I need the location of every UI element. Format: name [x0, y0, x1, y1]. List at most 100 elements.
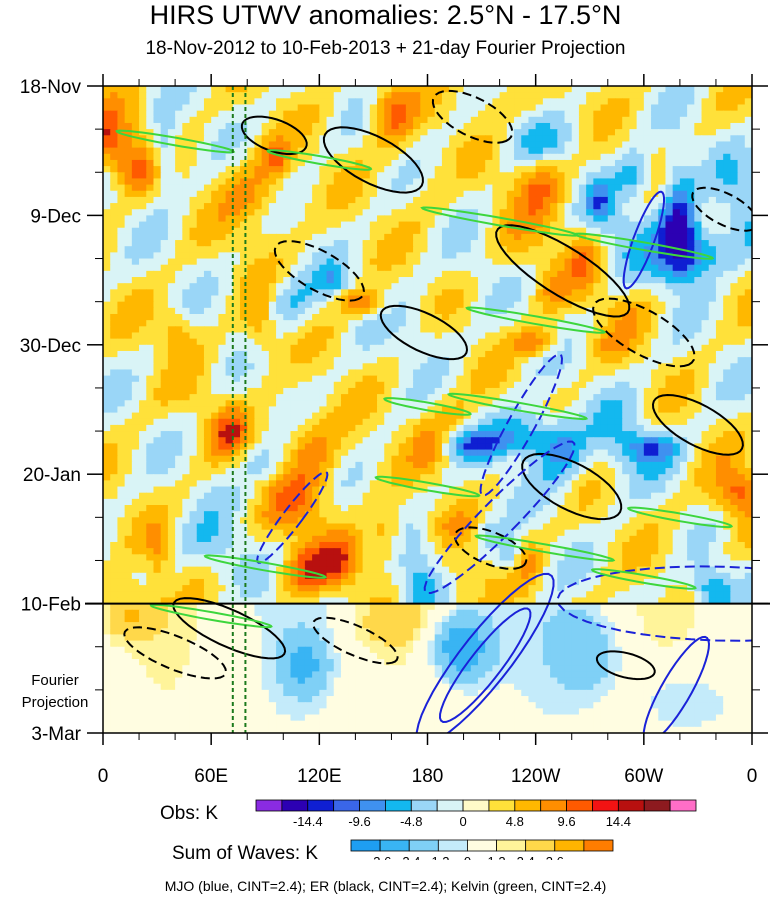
- field-cell: [413, 86, 421, 93]
- field-cell: [153, 283, 162, 290]
- field-cell: [160, 289, 169, 297]
- field-cell: [117, 258, 126, 266]
- field-cell: [182, 270, 191, 278]
- field-cell: [117, 307, 126, 315]
- field-cell: [391, 369, 400, 377]
- field-cell: [506, 190, 515, 198]
- field-cell: [139, 406, 147, 414]
- field-cell: [485, 357, 493, 364]
- field-cell: [211, 270, 219, 278]
- field-cell: [290, 190, 299, 198]
- field-cell: [340, 350, 349, 358]
- field-cell: [485, 258, 493, 266]
- field-cell: [117, 313, 126, 321]
- field-cell: [153, 166, 162, 173]
- field-cell: [384, 307, 393, 315]
- field-cell: [521, 381, 530, 389]
- field-cell: [629, 135, 638, 143]
- field-cell: [211, 313, 219, 321]
- field-cell: [203, 264, 212, 272]
- field-cell: [658, 98, 667, 106]
- field-cell: [564, 412, 573, 420]
- field-cell: [614, 122, 623, 130]
- field-cell: [167, 363, 176, 371]
- field-cell: [348, 289, 356, 297]
- field-cell: [607, 203, 616, 210]
- field-cell: [218, 264, 227, 272]
- field-cell: [564, 203, 573, 210]
- field-cell: [189, 406, 198, 414]
- field-cell: [535, 246, 544, 253]
- field-cell: [369, 369, 378, 377]
- field-cell: [247, 289, 256, 297]
- field-cell: [420, 240, 429, 247]
- field-cell: [261, 159, 270, 167]
- field-cell: [131, 418, 140, 426]
- field-cell: [521, 166, 530, 173]
- field-cell: [247, 332, 256, 340]
- field-cell: [196, 116, 205, 124]
- field-cell: [377, 320, 385, 327]
- field-cell: [600, 295, 609, 303]
- field-cell: [369, 178, 378, 186]
- field-cell: [103, 147, 111, 155]
- field-cell: [297, 166, 306, 173]
- field-cell: [110, 344, 119, 352]
- field-cell: [535, 307, 544, 315]
- field-cell: [377, 277, 385, 284]
- field-cell: [398, 116, 407, 124]
- field-cell: [290, 289, 299, 297]
- field-cell: [218, 418, 227, 426]
- field-cell: [470, 92, 479, 99]
- field-cell: [499, 178, 508, 186]
- field-cell: [449, 92, 457, 99]
- field-cell: [723, 320, 731, 327]
- field-cell: [600, 344, 609, 352]
- field-cell: [730, 209, 739, 216]
- field-cell: [189, 289, 198, 297]
- field-cell: [535, 159, 544, 167]
- field-cell: [167, 307, 176, 315]
- field-cell: [326, 178, 335, 186]
- field-cell: [658, 166, 667, 173]
- field-cell: [514, 98, 522, 106]
- field-cell: [247, 190, 256, 198]
- field-cell: [723, 381, 731, 389]
- field-cell: [261, 400, 270, 408]
- field-cell: [514, 264, 522, 272]
- field-cell: [362, 295, 371, 303]
- field-cell: [614, 221, 623, 229]
- field-cell: [449, 240, 457, 247]
- field-cell: [103, 258, 111, 266]
- field-cell: [607, 326, 616, 334]
- field-cell: [167, 129, 176, 136]
- field-cell: [607, 246, 616, 253]
- field-cell: [723, 369, 731, 377]
- field-cell: [369, 264, 378, 272]
- field-cell: [449, 203, 457, 210]
- field-cell: [420, 203, 429, 210]
- field-cell: [636, 338, 645, 346]
- field-cell: [103, 159, 111, 167]
- field-cell: [477, 172, 486, 180]
- field-cell: [304, 326, 313, 334]
- field-cell: [687, 369, 695, 377]
- field-cell: [167, 203, 176, 210]
- field-cell: [701, 320, 710, 327]
- field-cell: [744, 141, 752, 149]
- field-cell: [283, 252, 292, 260]
- field-cell: [420, 221, 429, 229]
- field-cell: [247, 381, 256, 389]
- field-cell: [326, 270, 335, 278]
- field-cell: [665, 92, 674, 99]
- field-cell: [405, 221, 414, 229]
- field-cell: [550, 320, 558, 327]
- field-cell: [730, 190, 739, 198]
- field-cell: [535, 196, 544, 204]
- field-cell: [139, 295, 147, 303]
- field-cell: [643, 295, 652, 303]
- field-cell: [723, 277, 731, 284]
- field-cell: [715, 406, 724, 414]
- field-cell: [254, 301, 263, 309]
- field-cell: [225, 221, 234, 229]
